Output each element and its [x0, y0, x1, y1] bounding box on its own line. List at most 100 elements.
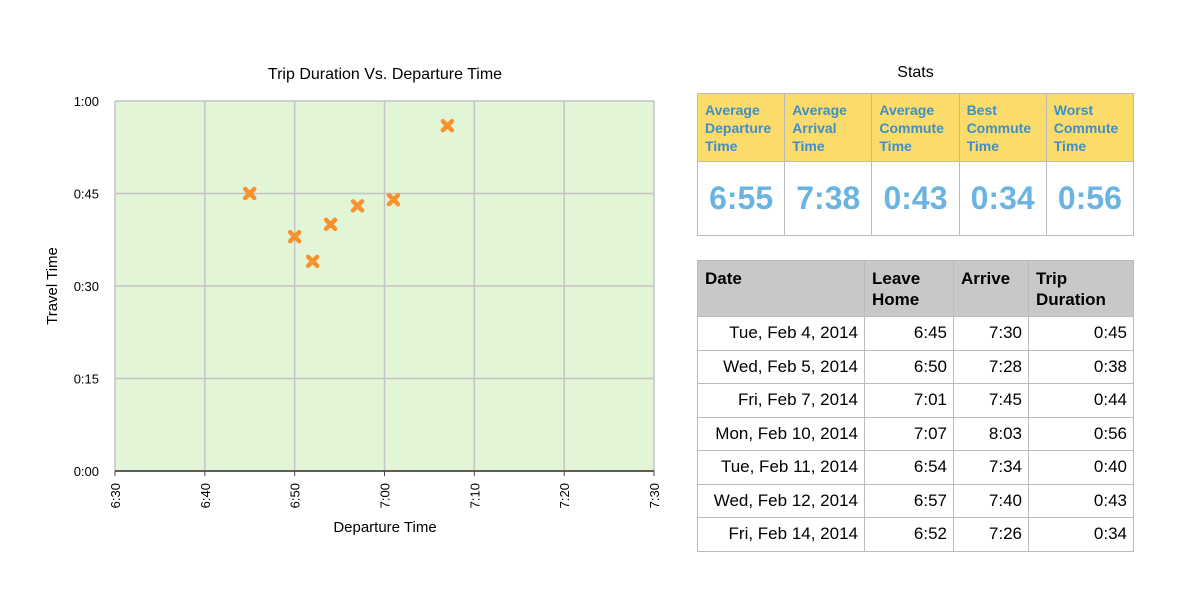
table-row: Fri, Feb 7, 2014 7:01 7:45 0:44	[697, 383, 1134, 418]
y-tick-label: 0:45	[74, 187, 99, 202]
table-row: Wed, Feb 5, 2014 6:50 7:28 0:38	[697, 349, 1134, 384]
y-tick-labels: 0:00 0:15 0:30 0:45 1:00	[74, 94, 99, 479]
table-cell: 0:40	[1028, 450, 1134, 485]
table-cell: Fri, Feb 14, 2014	[697, 517, 865, 552]
stats-header-cell: Worst Commute Time	[1045, 93, 1135, 162]
stats-header-text: Time	[966, 138, 999, 154]
scatter-chart: Trip Duration Vs. Departure Time 6:30 6:4…	[44, 66, 662, 536]
x-axis-label: Departure Time	[333, 519, 436, 536]
table-cell: 7:34	[953, 450, 1029, 485]
table-cell: 6:57	[864, 483, 954, 518]
stats-header-text: Average	[879, 102, 935, 118]
table-cell: 6:50	[864, 349, 954, 384]
trips-header-text: Home	[872, 290, 920, 309]
table-cell: 7:40	[953, 483, 1029, 518]
trips-header-cell: Arrive	[953, 260, 1029, 317]
stats-header-text: Commute	[966, 120, 1032, 136]
stats-header-text: Commute	[879, 120, 944, 136]
data-point-marker	[287, 229, 302, 244]
table-row: Tue, Feb 11, 2014 6:54 7:34 0:40	[697, 450, 1134, 485]
stats-value: 6:55	[696, 161, 786, 236]
table-cell: 0:34	[1028, 517, 1134, 552]
table-cell: 7:28	[953, 349, 1029, 384]
y-tick-label: 1:00	[74, 94, 99, 109]
stats-header-cell: Average Commute Time	[871, 93, 960, 162]
table-row: Tue, Feb 4, 2014 6:45 7:30 0:45	[697, 316, 1134, 351]
table-cell: 7:26	[953, 517, 1029, 552]
stats-table: Average Departure Time Average Arrival Time Av…	[696, 93, 1135, 236]
table-cell: 0:45	[1028, 316, 1134, 351]
stats-header-cell: Best Commute Time	[958, 93, 1047, 162]
table-cell: Mon, Feb 10, 2014	[697, 416, 865, 451]
table-cell: 6:52	[864, 517, 954, 552]
table-cell: 7:07	[864, 416, 954, 451]
stats-value: 0:56	[1045, 161, 1135, 236]
y-tick-label: 0:00	[74, 464, 99, 479]
data-point-marker	[323, 217, 338, 232]
table-row: Fri, Feb 14, 2014 6:52 7:26 0:34	[697, 517, 1134, 552]
stats-value: 0:34	[958, 161, 1047, 236]
table-cell: Wed, Feb 5, 2014	[697, 349, 865, 384]
table-row: Mon, Feb 10, 2014 7:07 8:03 0:56	[697, 416, 1134, 451]
table-cell: 6:45	[864, 316, 954, 351]
stats-header-text: Time	[705, 138, 738, 154]
y-axis-label: Travel Time	[44, 247, 61, 325]
x-tick-label: 7:20	[557, 483, 572, 508]
table-cell: 7:30	[953, 316, 1029, 351]
y-tick-label: 0:30	[74, 279, 99, 294]
data-point-marker	[440, 118, 455, 133]
x-tick-labels: 6:30 6:40 6:50 7:00 7:10 7:20 7:30	[108, 483, 662, 508]
grid-lines	[114, 100, 655, 476]
trips-header-cell: Trip Duration	[1028, 260, 1134, 317]
data-points	[243, 118, 455, 269]
stats-header-cell: Average Arrival Time	[784, 93, 873, 162]
x-tick-label: 6:40	[198, 483, 213, 508]
stats-header-text: Arrival	[792, 120, 837, 136]
data-point-marker	[350, 199, 365, 213]
chart-title: Trip Duration Vs. Departure Time	[268, 66, 502, 83]
x-tick-label: 7:00	[378, 483, 393, 508]
table-cell: 0:43	[1028, 483, 1134, 518]
data-point-marker	[243, 186, 257, 201]
stats-value-row: 6:55 7:38 0:43 0:34 0:56	[696, 161, 1135, 236]
stats-header-cell: Average Departure Time	[696, 93, 786, 162]
table-cell: 0:38	[1028, 349, 1134, 384]
stats-title: Stats	[897, 64, 934, 81]
stats-header-text: Commute	[1053, 120, 1119, 136]
data-point-marker	[305, 254, 320, 269]
trips-header-text: Duration	[1036, 290, 1106, 309]
table-cell: 7:01	[864, 383, 954, 418]
x-tick-label: 7:30	[647, 483, 662, 508]
table-row: Wed, Feb 12, 2014 6:57 7:40 0:43	[697, 483, 1134, 518]
table-cell: 6:54	[864, 450, 954, 485]
trips-header-text: Arrive	[961, 269, 1011, 288]
table-cell: Wed, Feb 12, 2014	[697, 483, 865, 518]
stats-header-text: Time	[792, 138, 825, 154]
table-cell: Fri, Feb 7, 2014	[697, 383, 865, 418]
y-tick-label: 0:15	[74, 372, 99, 387]
x-tick-label: 7:10	[467, 483, 482, 508]
trips-header-text: Leave	[872, 269, 921, 288]
x-tick-label: 6:30	[108, 483, 123, 508]
stats-header-text: Worst	[1053, 102, 1094, 118]
trips-header-text: Date	[705, 269, 742, 288]
table-cell: Tue, Feb 4, 2014	[697, 316, 865, 351]
stats-header-text: Average	[792, 102, 847, 118]
data-point-marker	[386, 192, 401, 207]
stats-value: 0:43	[871, 161, 960, 236]
stats-header-text: Best	[966, 102, 997, 118]
trips-header-cell: Leave Home	[864, 260, 954, 317]
stats-header-text: Average	[705, 102, 760, 118]
trips-header-text: Trip	[1036, 269, 1068, 288]
stats-header-row: Average Departure Time Average Arrival Time Av…	[696, 93, 1135, 162]
trips-header-row: Date Leave Home Arrive Trip Duration	[697, 260, 1134, 317]
table-cell: 7:45	[953, 383, 1029, 418]
stats-header-text: Time	[879, 138, 912, 154]
table-cell: 0:56	[1028, 416, 1134, 451]
table-cell: Tue, Feb 11, 2014	[697, 450, 865, 485]
table-cell: 8:03	[953, 416, 1029, 451]
trips-table: Date Leave Home Arrive Trip Duration Tue, Feb…	[697, 260, 1134, 552]
table-cell: 0:44	[1028, 383, 1134, 418]
x-tick-label: 6:50	[288, 483, 303, 508]
trips-header-cell: Date	[697, 260, 865, 317]
